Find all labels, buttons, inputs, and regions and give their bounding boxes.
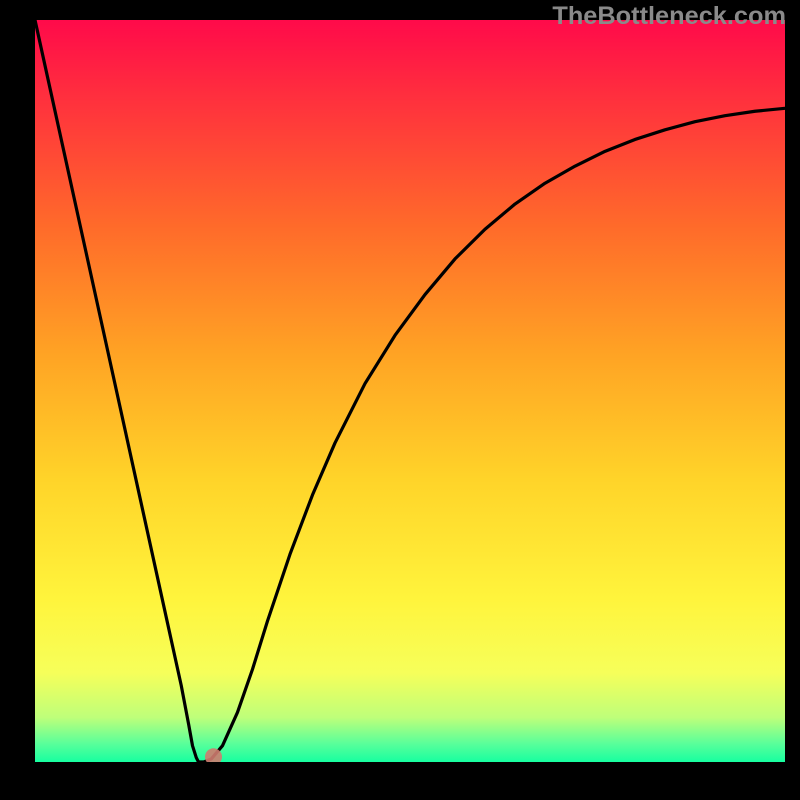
curve-svg xyxy=(35,20,785,762)
watermark-text: TheBottleneck.com xyxy=(552,2,786,31)
plot-area xyxy=(35,20,785,762)
chart-container: TheBottleneck.com xyxy=(0,0,800,800)
bottleneck-curve xyxy=(35,20,785,762)
